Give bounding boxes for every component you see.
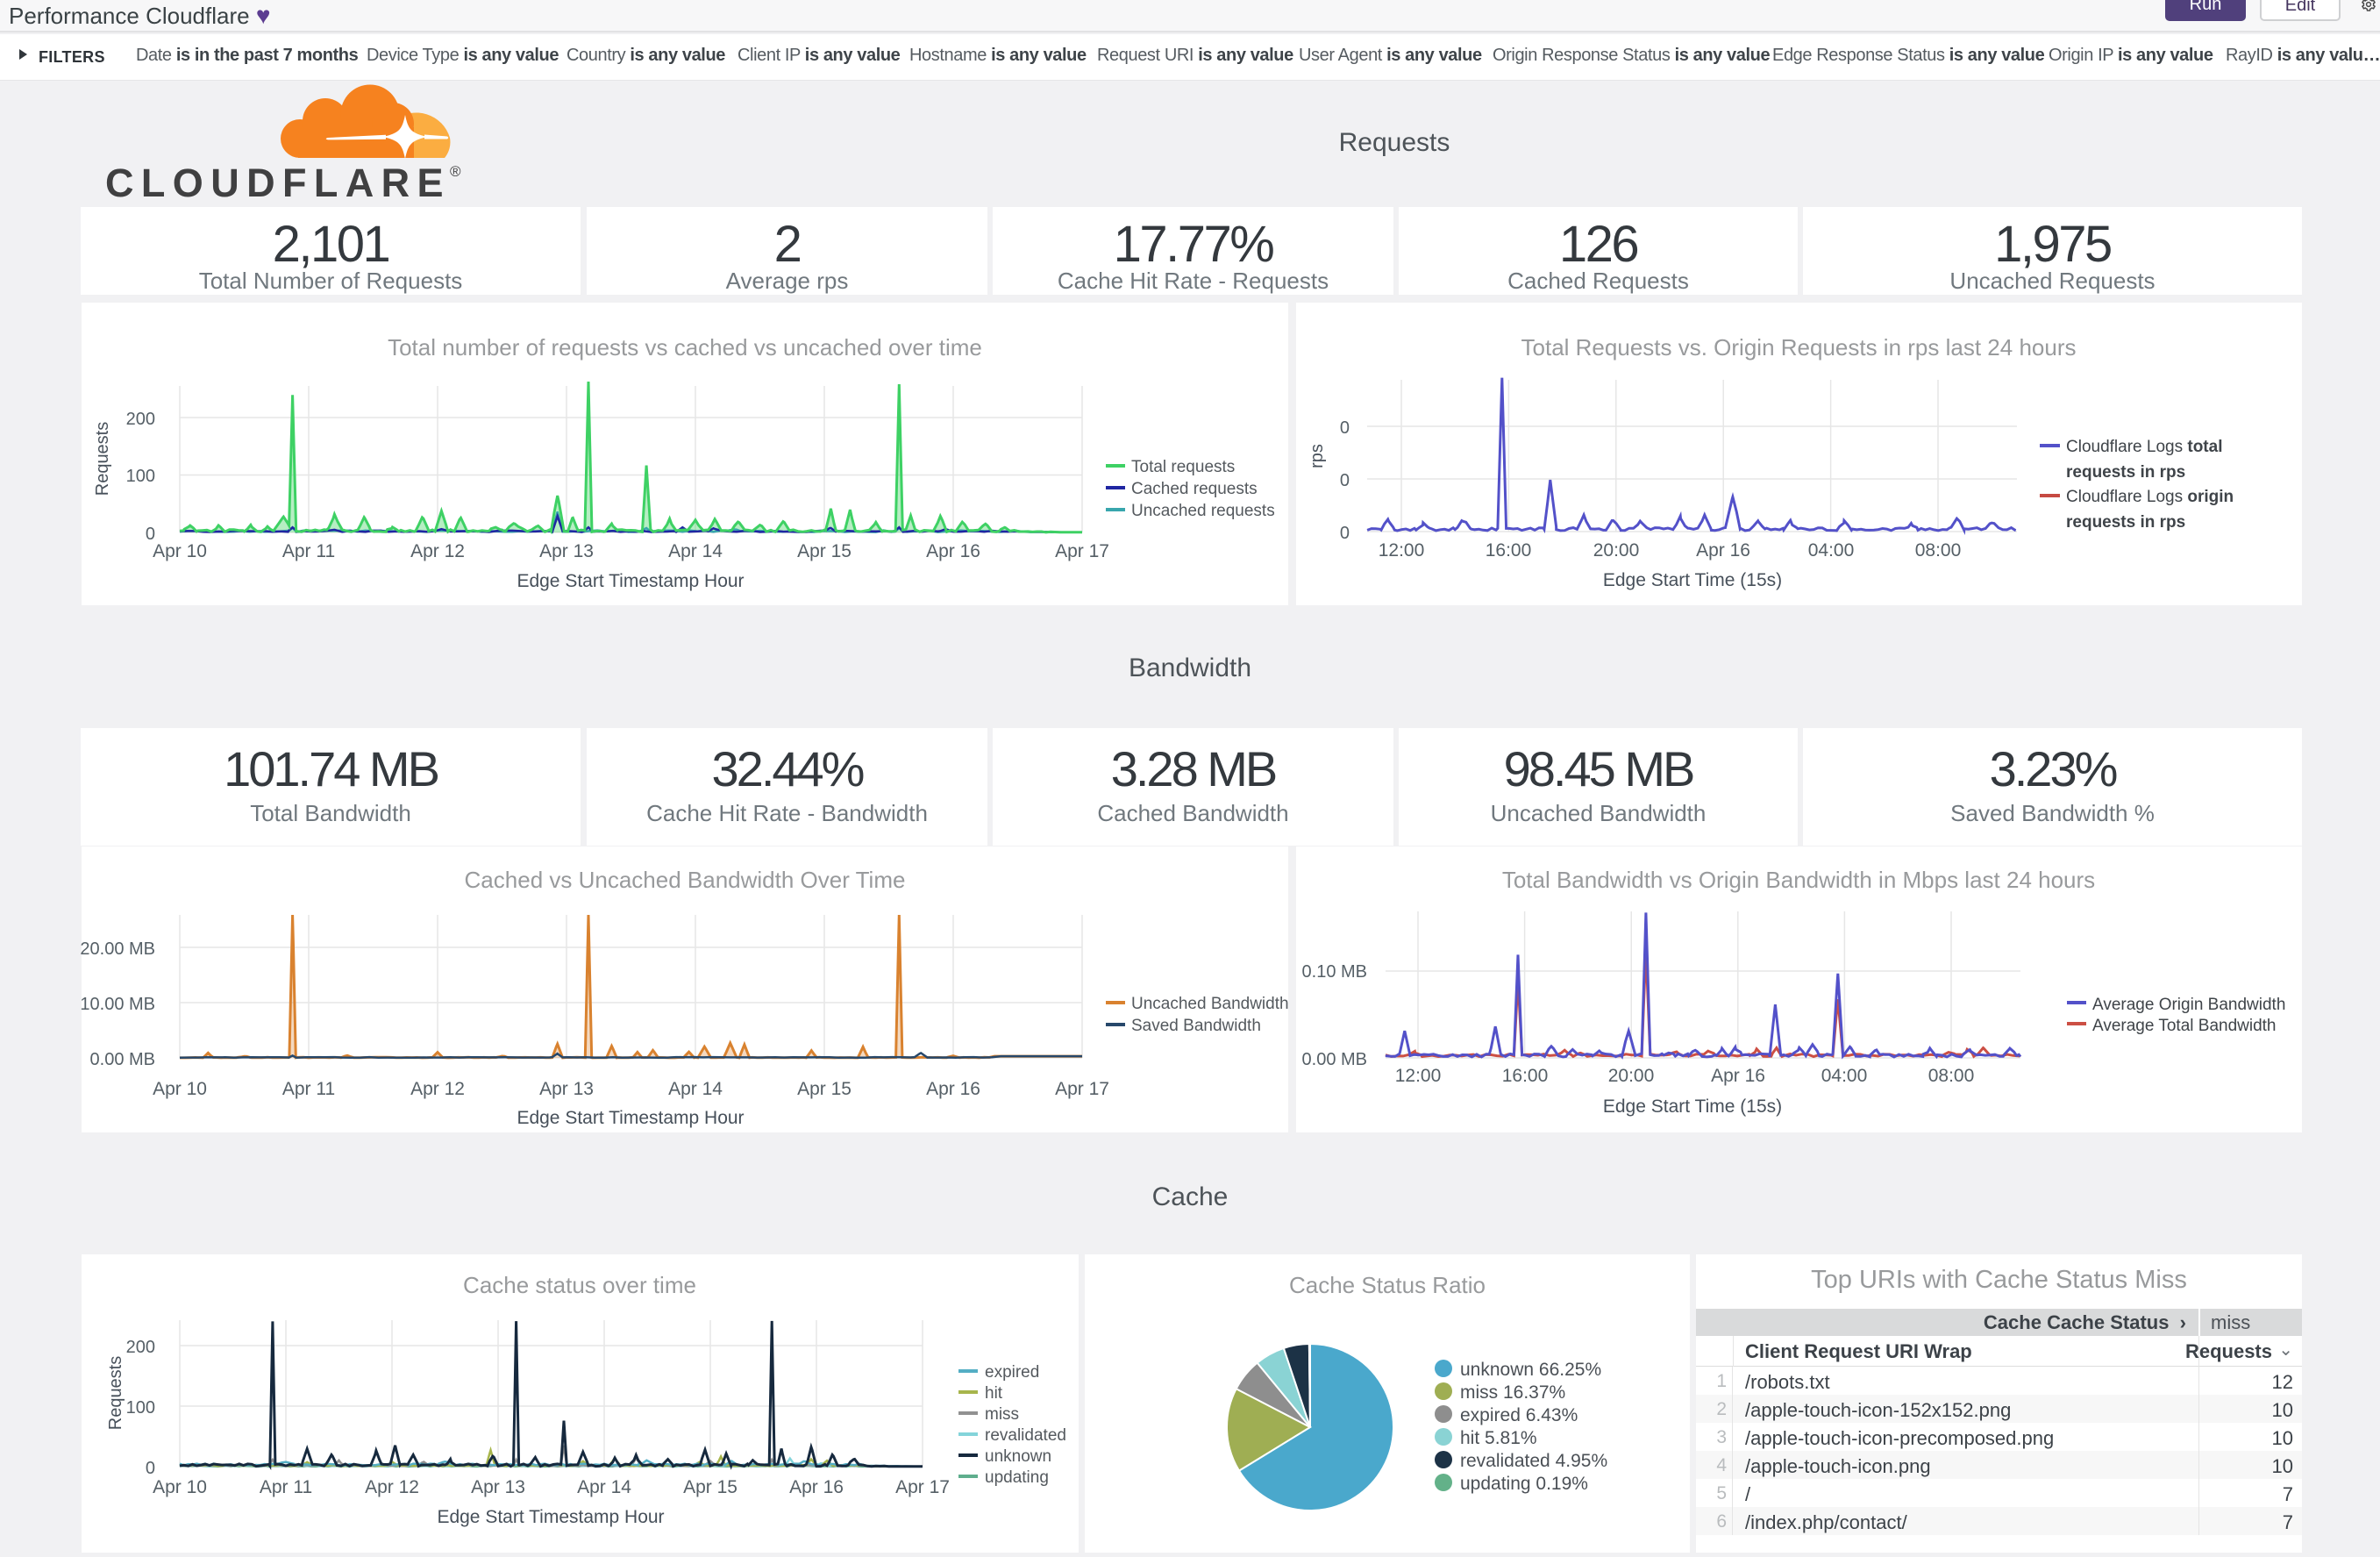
svg-text:requests in rps: requests in rps	[2066, 463, 2185, 482]
svg-text:Apr 13: Apr 13	[539, 1079, 594, 1099]
svg-text:rps: rps	[1308, 444, 1327, 468]
svg-text:20:00: 20:00	[1593, 540, 1640, 561]
svg-text:Apr 17: Apr 17	[1055, 1079, 1109, 1099]
svg-text:unknown 66.25%: unknown 66.25%	[1460, 1360, 1601, 1380]
svg-text:Apr 12: Apr 12	[410, 1079, 465, 1099]
svg-text:Edge Start Timestamp Hour: Edge Start Timestamp Hour	[517, 571, 744, 591]
svg-text:Total requests: Total requests	[1131, 458, 1235, 476]
svg-text:Cached requests: Cached requests	[1131, 480, 1258, 498]
svg-text:0.00 MB: 0.00 MB	[90, 1050, 155, 1069]
svg-text:10.00 MB: 10.00 MB	[80, 995, 155, 1014]
svg-text:100: 100	[126, 1398, 155, 1418]
svg-text:Apr 11: Apr 11	[282, 1079, 335, 1099]
svg-text:0.00 MB: 0.00 MB	[1302, 1050, 1367, 1069]
svg-text:Uncached Bandwidth: Uncached Bandwidth	[1131, 995, 1289, 1013]
svg-text:Apr 16: Apr 16	[1711, 1066, 1765, 1086]
svg-text:updating: updating	[985, 1468, 1049, 1487]
svg-text:04:00: 04:00	[1808, 540, 1855, 561]
svg-text:CLOUDFLARE: CLOUDFLARE	[105, 161, 451, 205]
svg-text:miss: miss	[985, 1405, 1019, 1424]
svg-text:expired: expired	[985, 1363, 1039, 1382]
svg-text:Edge Start Timestamp Hour: Edge Start Timestamp Hour	[517, 1108, 744, 1128]
svg-text:Cache Status Ratio: Cache Status Ratio	[1289, 1272, 1486, 1298]
svg-text:Apr 17: Apr 17	[1055, 541, 1109, 561]
svg-text:100: 100	[126, 467, 155, 486]
svg-text:Apr 13: Apr 13	[539, 541, 594, 561]
svg-text:unknown: unknown	[985, 1447, 1051, 1466]
svg-text:Requests: Requests	[93, 422, 112, 496]
svg-text:Apr 16: Apr 16	[926, 1079, 980, 1099]
svg-text:08:00: 08:00	[1915, 540, 1962, 561]
svg-text:Apr 14: Apr 14	[668, 541, 723, 561]
svg-text:200: 200	[126, 410, 155, 429]
svg-text:Apr 12: Apr 12	[365, 1477, 419, 1497]
svg-text:Total Bandwidth vs Origin Band: Total Bandwidth vs Origin Bandwidth in M…	[1502, 867, 2095, 893]
svg-text:Total number of requests vs ca: Total number of requests vs cached vs un…	[388, 334, 982, 361]
svg-text:04:00: 04:00	[1821, 1066, 1868, 1086]
svg-text:Average Origin Bandwidth: Average Origin Bandwidth	[2092, 996, 2285, 1014]
svg-text:12:00: 12:00	[1395, 1066, 1442, 1086]
svg-text:20.00 MB: 20.00 MB	[80, 939, 155, 959]
svg-text:16:00: 16:00	[1502, 1066, 1549, 1086]
svg-text:Apr 12: Apr 12	[410, 541, 465, 561]
svg-text:Apr 13: Apr 13	[471, 1477, 525, 1497]
svg-text:0: 0	[1340, 418, 1350, 438]
svg-text:0: 0	[1340, 524, 1350, 543]
svg-text:Cached vs Uncached Bandwidth O: Cached vs Uncached Bandwidth Over Time	[465, 867, 906, 893]
svg-text:requests in rps: requests in rps	[2066, 513, 2185, 532]
svg-text:Apr 10: Apr 10	[153, 541, 207, 561]
svg-text:hit: hit	[985, 1384, 1003, 1403]
svg-text:08:00: 08:00	[1928, 1066, 1975, 1086]
svg-text:0.10 MB: 0.10 MB	[1302, 962, 1367, 982]
svg-text:Edge Start Time (15s): Edge Start Time (15s)	[1603, 1096, 1782, 1117]
svg-text:Apr 14: Apr 14	[668, 1079, 723, 1099]
svg-text:Apr 16: Apr 16	[1696, 540, 1750, 561]
svg-text:Apr 14: Apr 14	[577, 1477, 631, 1497]
svg-text:Apr 10: Apr 10	[153, 1079, 207, 1099]
svg-text:Edge Start Time (15s): Edge Start Time (15s)	[1603, 570, 1782, 590]
svg-text:revalidated: revalidated	[985, 1426, 1066, 1445]
svg-text:Apr 10: Apr 10	[153, 1477, 207, 1497]
svg-text:Cloudflare Logs origin: Cloudflare Logs origin	[2066, 488, 2234, 506]
svg-text:Apr 15: Apr 15	[797, 541, 852, 561]
svg-text:Cache status over time: Cache status over time	[463, 1272, 696, 1298]
svg-text:Average Total Bandwidth: Average Total Bandwidth	[2092, 1017, 2277, 1035]
svg-text:miss 16.37%: miss 16.37%	[1460, 1382, 1565, 1403]
svg-text:16:00: 16:00	[1486, 540, 1532, 561]
svg-text:Apr 15: Apr 15	[683, 1477, 738, 1497]
svg-text:Apr 11: Apr 11	[260, 1477, 312, 1497]
svg-text:revalidated 4.95%: revalidated 4.95%	[1460, 1451, 1607, 1471]
svg-text:Apr 16: Apr 16	[789, 1477, 844, 1497]
svg-text:12:00: 12:00	[1379, 540, 1425, 561]
svg-text:Total Requests vs. Origin Requ: Total Requests vs. Origin Requests in rp…	[1521, 334, 2077, 361]
svg-text:Apr 11: Apr 11	[282, 541, 335, 561]
svg-text:Cloudflare Logs total: Cloudflare Logs total	[2066, 438, 2222, 456]
svg-text:Apr 17: Apr 17	[895, 1477, 950, 1497]
svg-text:Edge Start Timestamp Hour: Edge Start Timestamp Hour	[437, 1507, 664, 1527]
svg-text:expired 6.43%: expired 6.43%	[1460, 1405, 1578, 1425]
svg-text:hit 5.81%: hit 5.81%	[1460, 1428, 1537, 1448]
svg-text:updating 0.19%: updating 0.19%	[1460, 1474, 1588, 1494]
svg-text:Apr 15: Apr 15	[797, 1079, 852, 1099]
svg-text:200: 200	[126, 1338, 155, 1357]
svg-text:Requests: Requests	[106, 1356, 125, 1431]
svg-text:0: 0	[1340, 471, 1350, 490]
svg-text:®: ®	[450, 163, 461, 180]
svg-text:Saved Bandwidth: Saved Bandwidth	[1131, 1017, 1261, 1035]
svg-text:20:00: 20:00	[1608, 1066, 1655, 1086]
svg-text:0: 0	[146, 525, 155, 544]
svg-text:Apr 16: Apr 16	[926, 541, 980, 561]
svg-text:Uncached requests: Uncached requests	[1131, 502, 1275, 520]
svg-text:0: 0	[146, 1459, 155, 1478]
